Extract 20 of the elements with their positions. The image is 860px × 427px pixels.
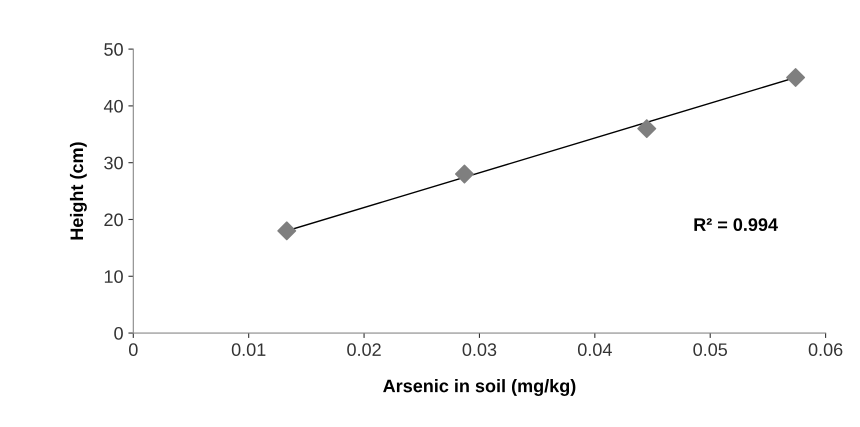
y-tick-label: 30: [104, 156, 123, 170]
annotation: R² = 0.994: [694, 218, 778, 232]
x-tick-label: 0.02: [347, 343, 381, 356]
point: [277, 221, 296, 240]
y-tick-label: 10: [104, 270, 123, 283]
x-tick-label: 0: [128, 343, 138, 356]
x-tick-label: 0.03: [462, 343, 496, 356]
point: [454, 164, 474, 184]
y-tick-label: 40: [104, 100, 123, 113]
point: [637, 119, 656, 138]
x-tick-label: 0.05: [693, 343, 728, 356]
y-axis-title: Height (cm): [70, 142, 87, 240]
y-tick-label: 0: [114, 326, 123, 340]
y-tick-label: 50: [104, 43, 123, 56]
y-tick-label: 20: [104, 213, 123, 226]
point: [786, 68, 806, 87]
x-axis-title: Arsenic in soil (mg/kg): [383, 379, 576, 396]
x-tick-label: 0.01: [232, 343, 266, 356]
x-tick-label: 0.04: [578, 343, 612, 356]
x-tick-label: 0.06: [808, 343, 842, 356]
